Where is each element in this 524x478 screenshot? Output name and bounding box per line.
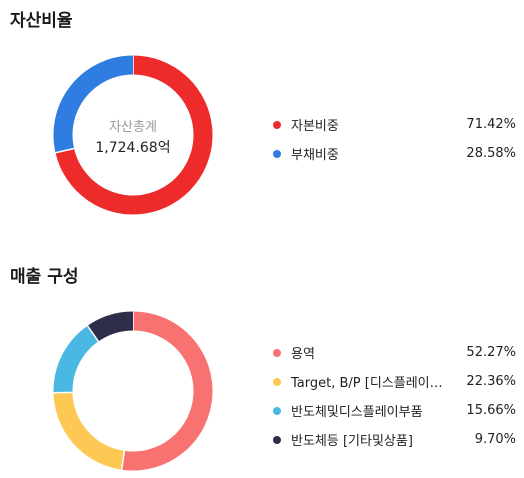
legend-color-dot <box>273 120 281 129</box>
legend-label: Target, B/P [디스플레이… <box>291 376 443 391</box>
legend-color-dot <box>273 377 281 386</box>
legend-color-dot <box>273 149 281 158</box>
legend-label: 용역 <box>291 347 315 362</box>
legend-label: 반도체및디스플레이부품 <box>291 405 423 420</box>
donut-slice <box>53 325 99 393</box>
slice-separator <box>86 325 99 342</box>
legend-item[interactable]: 자본비중 71.42% <box>270 110 516 139</box>
asset-ratio-title: 자산비율 <box>10 11 73 31</box>
donut-slice <box>53 392 125 470</box>
asset-ratio-legend: 자본비중 71.42% 부채비중 28.58% <box>270 110 516 168</box>
legend-item[interactable]: 용역 52.27% <box>270 338 516 367</box>
legend-color-dot <box>273 435 281 444</box>
legend-value: 9.70% <box>474 432 516 447</box>
legend-label: 반도체등 [기타및상품] <box>291 434 413 449</box>
revenue-composition-donut <box>53 311 213 471</box>
legend-color-dot <box>273 406 281 415</box>
donut-slice <box>53 55 134 153</box>
legend-item[interactable]: Target, B/P [디스플레이… 22.36% <box>270 367 516 396</box>
legend-value: 15.66% <box>466 403 516 418</box>
donut-slice <box>55 55 213 215</box>
legend-item[interactable]: 반도체등 [기타및상품] 9.70% <box>270 425 516 454</box>
revenue-composition-title: 매출 구성 <box>10 267 79 287</box>
slice-separator <box>55 147 75 154</box>
legend-color-dot <box>273 348 281 357</box>
legend-item[interactable]: 반도체및디스플레이부품 15.66% <box>270 396 516 425</box>
donut-center-value: 1,724.68억 <box>95 140 171 156</box>
donut-center-caption: 자산총계 <box>109 120 157 135</box>
legend-value: 28.58% <box>466 146 516 161</box>
asset-ratio-donut <box>53 55 213 215</box>
legend-value: 22.36% <box>466 374 516 389</box>
donut-slice <box>121 311 213 471</box>
revenue-composition-legend: 용역 52.27% Target, B/P [디스플레이… 22.36% 반도체및디스플… <box>270 338 516 454</box>
legend-value: 52.27% <box>466 345 516 360</box>
donut-slice <box>87 311 134 342</box>
legend-label: 부채비중 <box>291 148 339 163</box>
slice-separator <box>120 450 126 470</box>
legend-label: 자본비중 <box>291 119 339 134</box>
legend-value: 71.42% <box>466 117 516 132</box>
legend-item[interactable]: 부채비중 28.58% <box>270 139 516 168</box>
